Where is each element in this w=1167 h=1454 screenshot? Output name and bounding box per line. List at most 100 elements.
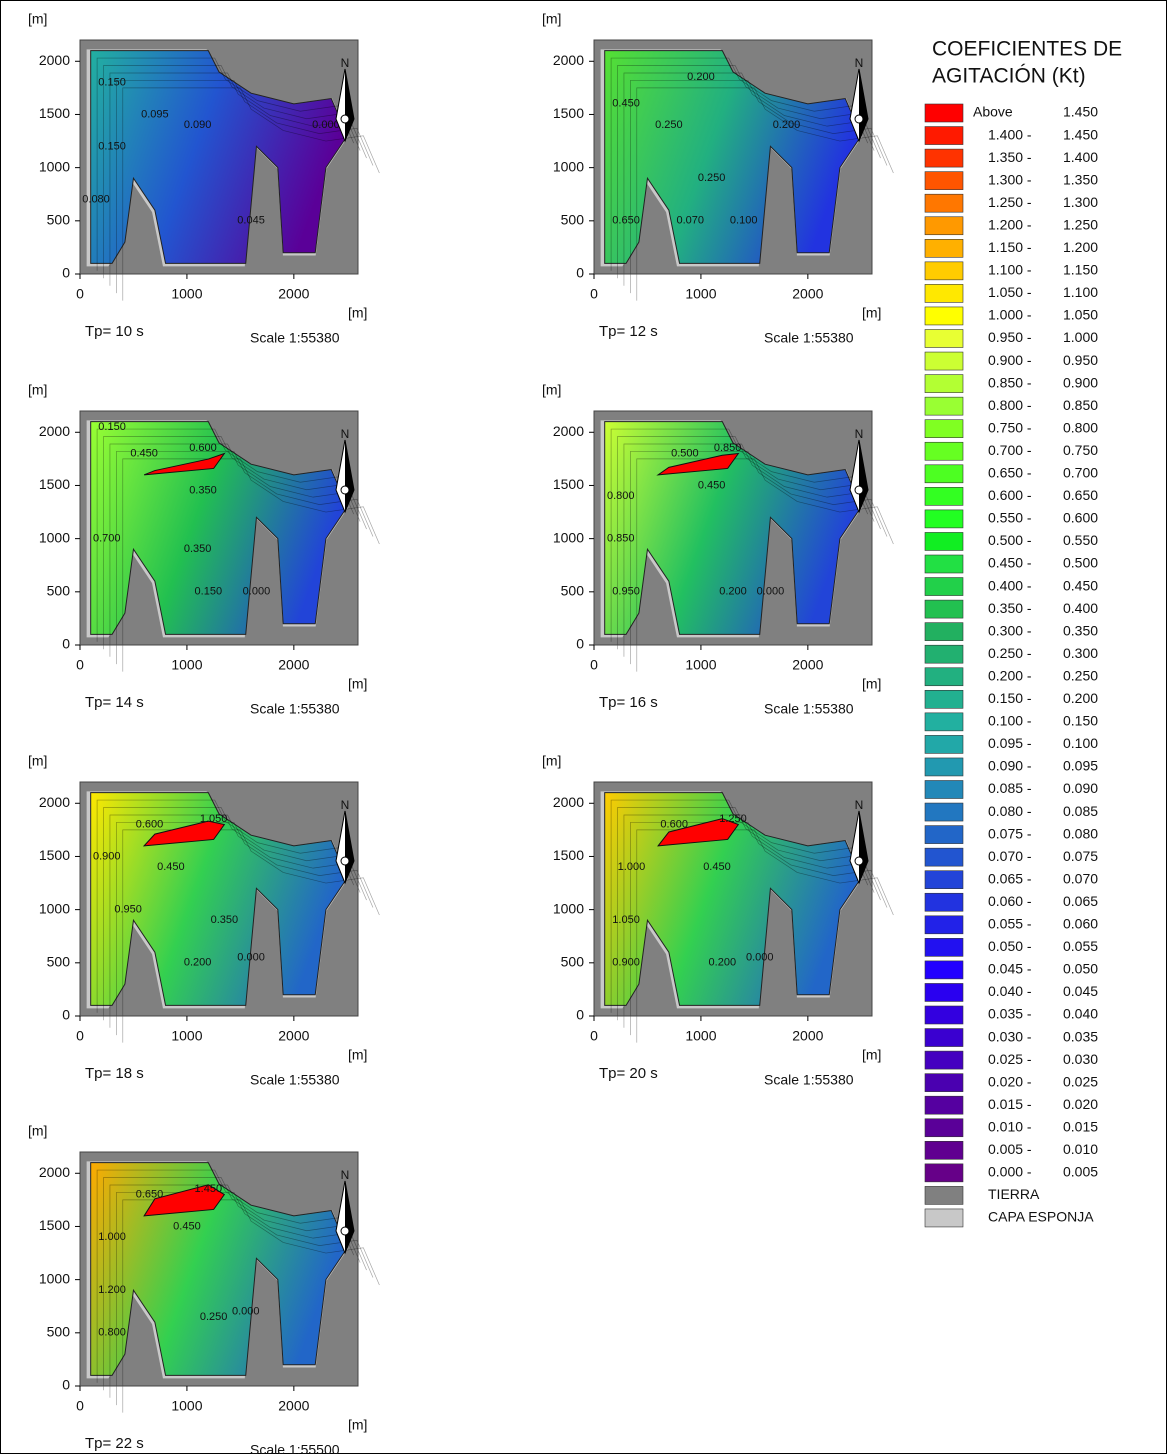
y-unit: [m] [28, 11, 47, 27]
legend-low: 0.100 - [988, 713, 1032, 729]
map-panel: 0.650 1.450 0.450 1.000 1.200 0.800 0.250 0.000… [28, 1123, 380, 1454]
plot-frame [79, 410, 359, 646]
y-tick-label: 1500 [39, 847, 70, 863]
y-tick-label: 1500 [39, 476, 70, 492]
legend-low: 0.550 - [988, 510, 1032, 526]
contour [96, 428, 355, 642]
legend-swatch [924, 554, 964, 574]
contour-label: 0.100 [730, 215, 758, 227]
contour-label: 0.200 [687, 71, 715, 83]
y-tick-label: 500 [561, 583, 585, 599]
x-tick-label: 2000 [278, 286, 309, 302]
x-unit: [m] [348, 305, 367, 321]
plot-frame [79, 39, 359, 275]
contour-label: 0.000 [237, 951, 265, 963]
contour-label: 0.900 [612, 957, 640, 969]
contour [636, 458, 894, 672]
legend-swatch [924, 1186, 964, 1205]
legend-high: 0.015 [1063, 1118, 1098, 1134]
legend-high: 0.350 [1063, 622, 1098, 638]
x-unit: [m] [348, 676, 367, 692]
legend-high: 0.020 [1063, 1096, 1098, 1112]
legend-high: 0.040 [1063, 1006, 1098, 1022]
contour-label: 0.450 [173, 1220, 201, 1232]
legend-swatch [924, 983, 964, 1002]
y-tick-label: 1500 [39, 105, 70, 121]
y-tick-label: 2000 [553, 423, 584, 439]
x-unit: [m] [862, 305, 881, 321]
contour-label: 1.200 [98, 1284, 126, 1296]
x-tick-label: 2000 [278, 1028, 309, 1044]
legend-high: 0.045 [1063, 983, 1098, 999]
contour [636, 829, 894, 1043]
x-unit: [m] [862, 676, 881, 692]
north-arrow-half [859, 811, 868, 883]
north-label: N [341, 798, 350, 812]
legend-title: AGITACIÓN (Kt) [932, 65, 1086, 88]
legend-swatch [924, 915, 964, 935]
contour-label: 0.000 [757, 586, 785, 598]
contour-label: 0.150 [98, 76, 126, 88]
contour-label: 1.050 [612, 914, 640, 926]
legend-low: 0.000 - [988, 1164, 1032, 1180]
x-tick-label: 0 [76, 1028, 84, 1044]
legend-high: 0.500 [1063, 555, 1098, 571]
panel-title: Tp= 10 s [85, 323, 144, 340]
legend-swatch [924, 284, 964, 303]
y-unit: [m] [28, 1123, 47, 1139]
legend-high: 0.050 [1063, 961, 1098, 977]
scale-label: Scale 1:55380 [764, 330, 854, 346]
contour-label: 0.095 [141, 108, 169, 120]
water-field [604, 421, 862, 635]
high-band [143, 1184, 226, 1217]
legend-high: 1.350 [1063, 171, 1098, 187]
water-field [90, 1162, 348, 1376]
contour-label: 0.250 [655, 119, 683, 131]
contour [630, 451, 888, 665]
x-tick-label: 1000 [171, 286, 202, 302]
contour-label: 0.000 [312, 119, 340, 131]
legend-swatch [924, 780, 964, 799]
legend-swatch [924, 960, 964, 980]
legend-low: 0.150 - [988, 690, 1032, 706]
legend-high: 1.000 [1063, 329, 1098, 345]
y-tick-label: 1500 [39, 1217, 70, 1233]
x-unit: [m] [348, 1417, 367, 1433]
legend-swatch [924, 735, 964, 754]
y-tick-label: 2000 [553, 52, 584, 68]
y-tick-label: 1000 [39, 900, 70, 916]
scale-label: Scale 1:55380 [250, 330, 340, 346]
contour-label: 0.200 [709, 957, 737, 969]
north-arrow-half [345, 1181, 354, 1253]
contour [96, 1169, 355, 1383]
legend-swatch [924, 306, 964, 326]
north-dot [854, 485, 864, 495]
legend-low: 0.250 - [988, 645, 1032, 661]
y-tick-label: 500 [47, 583, 71, 599]
contour-label: 0.000 [243, 586, 271, 598]
contour [122, 829, 380, 1043]
legend-low: 0.300 - [988, 622, 1032, 638]
map-panel: 0.200 0.450 0.250 0.200 0.250 0.070 0.100 0.650… [542, 11, 894, 346]
legend-swatch [924, 487, 964, 506]
north-arrow-half [859, 440, 868, 512]
contour-label: 0.450 [130, 447, 158, 459]
plot-frame [593, 781, 873, 1017]
x-tick-label: 0 [76, 286, 84, 302]
legend-high: 0.800 [1063, 419, 1098, 435]
contour [122, 458, 380, 672]
contour-label: 0.200 [184, 957, 212, 969]
plot-frame [593, 410, 873, 646]
legend-low: 0.055 - [988, 916, 1032, 932]
contour-label: 0.650 [612, 215, 640, 227]
scale-label: Scale 1:55380 [764, 1072, 854, 1088]
water-field [604, 50, 862, 264]
y-tick-label: 0 [62, 265, 70, 281]
legend-high: 0.090 [1063, 780, 1098, 796]
legend-low: 0.005 - [988, 1141, 1032, 1157]
legend-low: 0.060 - [988, 893, 1032, 909]
legend-low: 1.250 - [988, 194, 1032, 210]
legend-high: 0.010 [1063, 1141, 1098, 1157]
contour-label: 0.150 [98, 421, 126, 433]
legend-high: 1.400 [1063, 149, 1098, 165]
